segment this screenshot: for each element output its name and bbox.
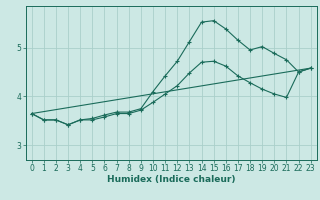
X-axis label: Humidex (Indice chaleur): Humidex (Indice chaleur) (107, 175, 236, 184)
